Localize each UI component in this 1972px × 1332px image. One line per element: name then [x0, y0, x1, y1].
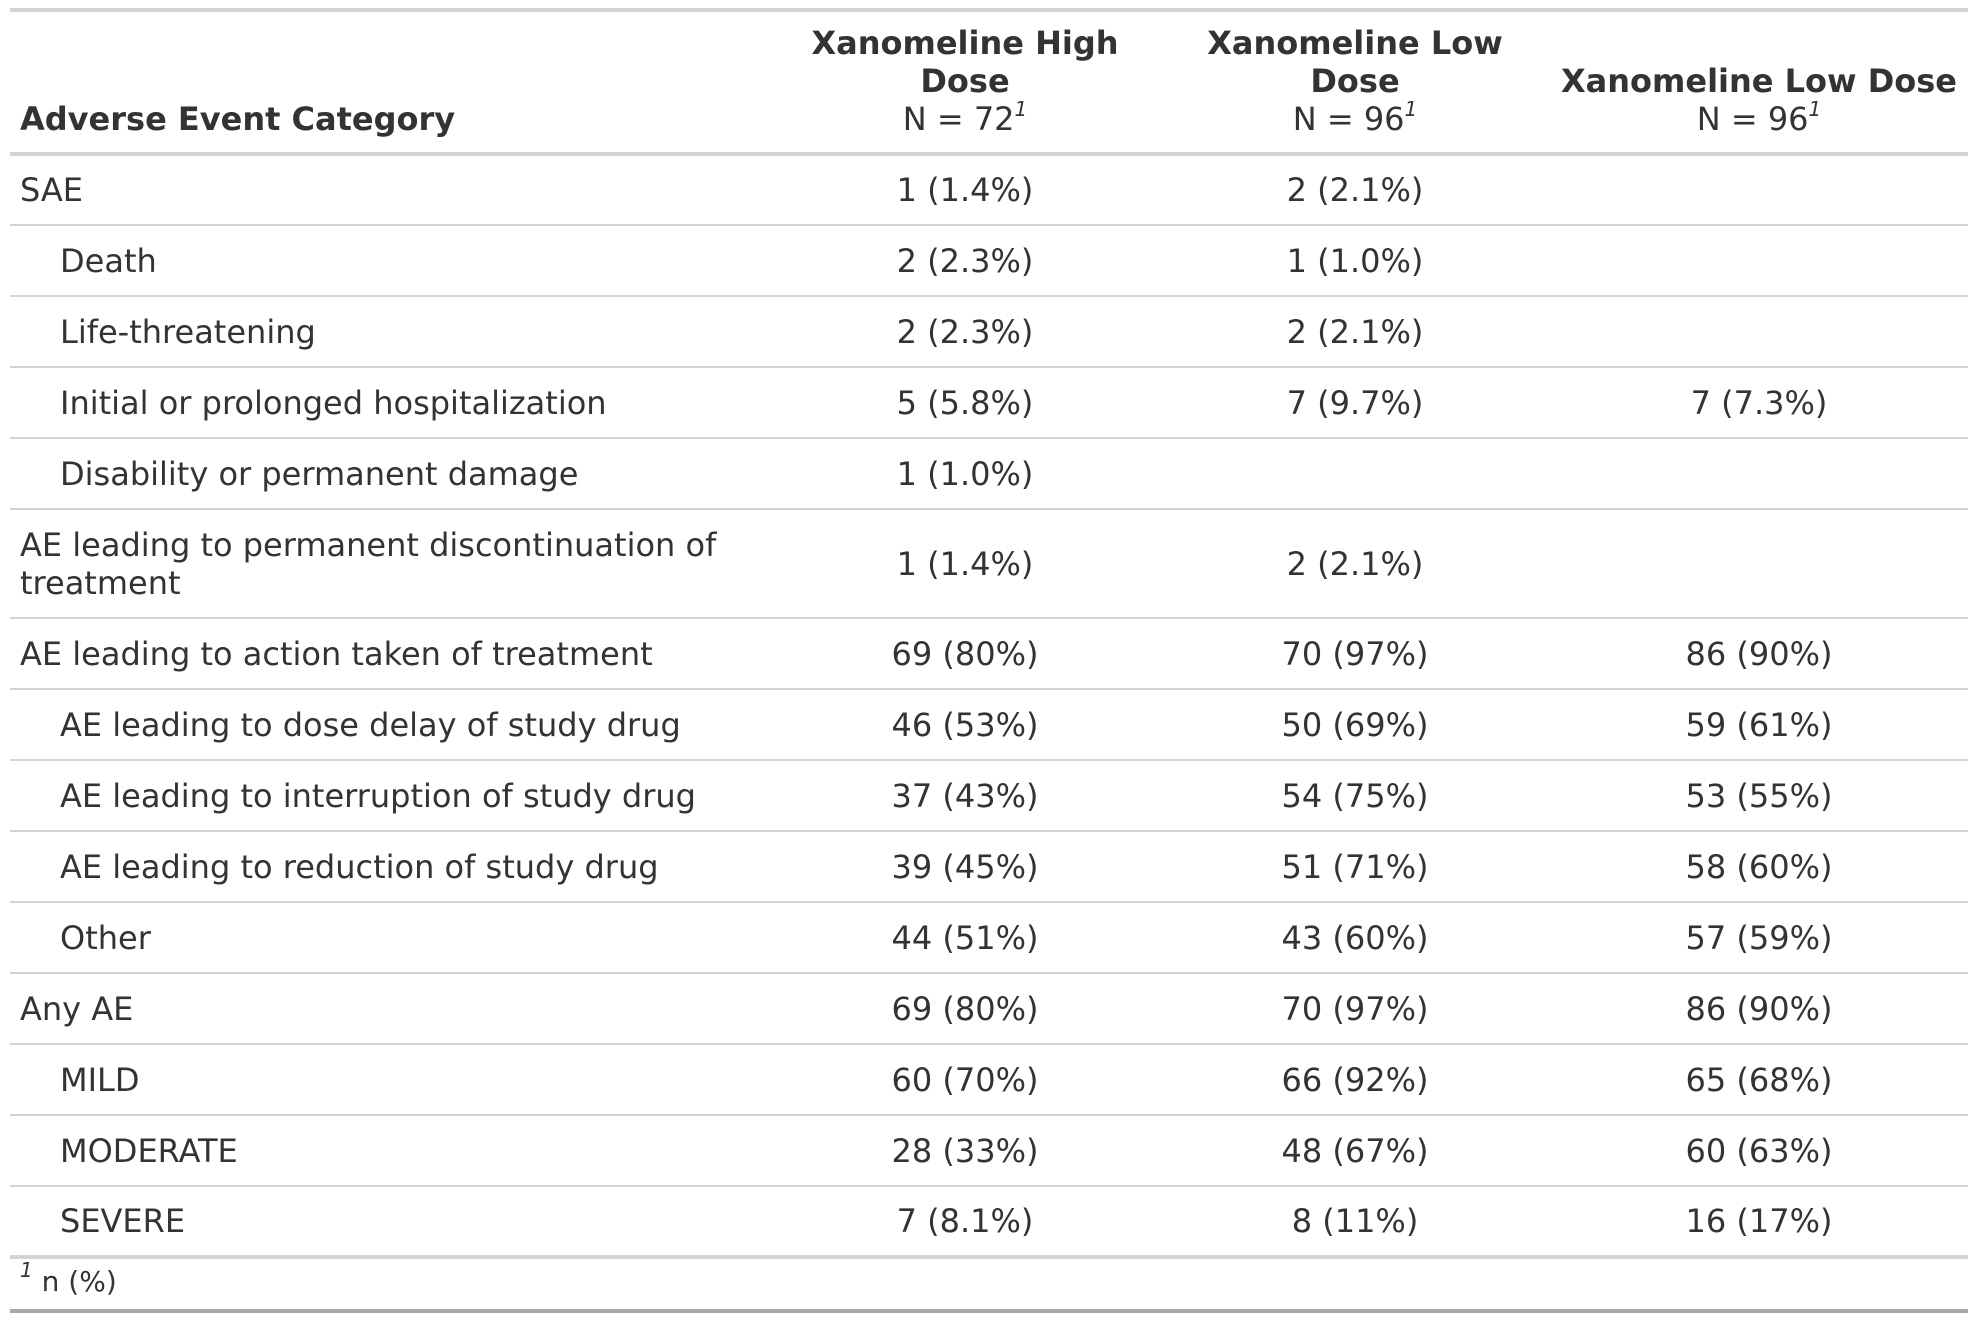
row-value: 1 (1.4%)	[770, 509, 1160, 619]
row-label: Death	[10, 225, 770, 297]
row-value	[1550, 509, 1968, 619]
row-value: 37 (43%)	[770, 760, 1160, 832]
row-value: 50 (69%)	[1160, 689, 1550, 761]
row-value: 65 (68%)	[1550, 1044, 1968, 1116]
row-value: 8 (11%)	[1160, 1186, 1550, 1259]
table-row: Disability or permanent damage 1 (1.0%)	[10, 438, 1968, 510]
row-value: 48 (67%)	[1160, 1115, 1550, 1187]
row-value: 70 (97%)	[1160, 973, 1550, 1045]
footnote-mark: 1	[1014, 97, 1028, 121]
row-value	[1550, 438, 1968, 510]
row-value: 1 (1.0%)	[770, 438, 1160, 510]
header-row: Adverse Event Category Xanomeline High D…	[10, 10, 1968, 156]
row-value: 60 (63%)	[1550, 1115, 1968, 1187]
row-label: Other	[10, 902, 770, 974]
row-value: 59 (61%)	[1550, 689, 1968, 761]
column-n: N = 961	[1292, 97, 1418, 138]
column-n: N = 721	[902, 97, 1028, 138]
table-row: Initial or prolonged hospitalization 5 (5…	[10, 367, 1968, 439]
footnote-mark: 1	[1404, 97, 1418, 121]
row-value: 43 (60%)	[1160, 902, 1550, 974]
row-label: Life-threatening	[10, 296, 770, 368]
table-row: SEVERE 7 (8.1%) 8 (11%) 16 (17%)	[10, 1186, 1968, 1259]
row-value: 1 (1.0%)	[1160, 225, 1550, 297]
row-value: 69 (80%)	[770, 973, 1160, 1045]
row-label: SAE	[10, 154, 770, 226]
row-label: MILD	[10, 1044, 770, 1116]
row-value: 2 (2.1%)	[1160, 296, 1550, 368]
row-value: 2 (2.1%)	[1160, 509, 1550, 619]
row-label: AE leading to interruption of study drug	[10, 760, 770, 832]
table-row: AE leading to dose delay of study drug 46…	[10, 689, 1968, 761]
row-value: 86 (90%)	[1550, 618, 1968, 690]
table-body: SAE 1 (1.4%) 2 (2.1%) Death 2 (2.3%) 1 (1.0%)…	[10, 154, 1968, 1259]
row-value	[1550, 296, 1968, 368]
table-row: Any AE 69 (80%) 70 (97%) 86 (90%)	[10, 973, 1968, 1045]
row-value: 44 (51%)	[770, 902, 1160, 974]
table-row: Life-threatening 2 (2.3%) 2 (2.1%)	[10, 296, 1968, 368]
adverse-event-table: Adverse Event Category Xanomeline High D…	[10, 8, 1968, 1259]
column-header-high-dose: Xanomeline High Dose N = 721	[770, 10, 1160, 156]
table-footnote: 1 n (%)	[10, 1259, 1968, 1313]
row-value: 66 (92%)	[1160, 1044, 1550, 1116]
row-value: 7 (8.1%)	[770, 1186, 1160, 1259]
column-n: N = 961	[1696, 97, 1822, 138]
row-value	[1550, 225, 1968, 297]
stub-header: Adverse Event Category	[10, 10, 770, 156]
column-header-low-dose-2: Xanomeline Low Dose N = 961	[1550, 10, 1968, 156]
row-value: 7 (9.7%)	[1160, 367, 1550, 439]
footnote-text: n (%)	[41, 1265, 117, 1298]
row-label: AE leading to reduction of study drug	[10, 831, 770, 903]
row-label: Any AE	[10, 973, 770, 1045]
row-label: AE leading to dose delay of study drug	[10, 689, 770, 761]
table-row: MODERATE 28 (33%) 48 (67%) 60 (63%)	[10, 1115, 1968, 1187]
table-row: MILD 60 (70%) 66 (92%) 65 (68%)	[10, 1044, 1968, 1116]
row-value: 46 (53%)	[770, 689, 1160, 761]
table-row: AE leading to reduction of study drug 39 …	[10, 831, 1968, 903]
column-title: Xanomeline High Dose	[811, 24, 1119, 100]
row-value: 7 (7.3%)	[1550, 367, 1968, 439]
row-value	[1160, 438, 1550, 510]
row-value: 60 (70%)	[770, 1044, 1160, 1116]
row-value: 58 (60%)	[1550, 831, 1968, 903]
footnote-mark: 1	[1808, 97, 1822, 121]
row-value: 39 (45%)	[770, 831, 1160, 903]
row-value: 16 (17%)	[1550, 1186, 1968, 1259]
table-row: AE leading to action taken of treatment 6…	[10, 618, 1968, 690]
row-value: 86 (90%)	[1550, 973, 1968, 1045]
row-value: 53 (55%)	[1550, 760, 1968, 832]
row-label: AE leading to action taken of treatment	[10, 618, 770, 690]
row-value: 5 (5.8%)	[770, 367, 1160, 439]
table-row: AE leading to permanent discontinuation …	[10, 509, 1968, 619]
row-value: 70 (97%)	[1160, 618, 1550, 690]
row-value: 28 (33%)	[770, 1115, 1160, 1187]
table-header: Adverse Event Category Xanomeline High D…	[10, 10, 1968, 156]
row-value	[1550, 154, 1968, 226]
row-value: 1 (1.4%)	[770, 154, 1160, 226]
column-header-low-dose: Xanomeline Low Dose N = 961	[1160, 10, 1550, 156]
row-value: 2 (2.3%)	[770, 225, 1160, 297]
table-row: Death 2 (2.3%) 1 (1.0%)	[10, 225, 1968, 297]
row-value: 69 (80%)	[770, 618, 1160, 690]
row-label: AE leading to permanent discontinuation …	[10, 509, 770, 619]
row-label: Initial or prolonged hospitalization	[10, 367, 770, 439]
column-title: Xanomeline Low Dose	[1560, 62, 1957, 100]
row-value: 51 (71%)	[1160, 831, 1550, 903]
row-label: SEVERE	[10, 1186, 770, 1259]
footnote-mark: 1	[20, 1258, 33, 1282]
row-value: 57 (59%)	[1550, 902, 1968, 974]
row-value: 2 (2.1%)	[1160, 154, 1550, 226]
column-title: Xanomeline Low Dose	[1207, 24, 1503, 100]
table-row: SAE 1 (1.4%) 2 (2.1%)	[10, 154, 1968, 226]
table-row: AE leading to interruption of study drug…	[10, 760, 1968, 832]
row-value: 2 (2.3%)	[770, 296, 1160, 368]
row-value: 54 (75%)	[1160, 760, 1550, 832]
adverse-event-table-container: Adverse Event Category Xanomeline High D…	[10, 8, 1968, 1313]
row-label: MODERATE	[10, 1115, 770, 1187]
table-row: Other 44 (51%) 43 (60%) 57 (59%)	[10, 902, 1968, 974]
row-label: Disability or permanent damage	[10, 438, 770, 510]
